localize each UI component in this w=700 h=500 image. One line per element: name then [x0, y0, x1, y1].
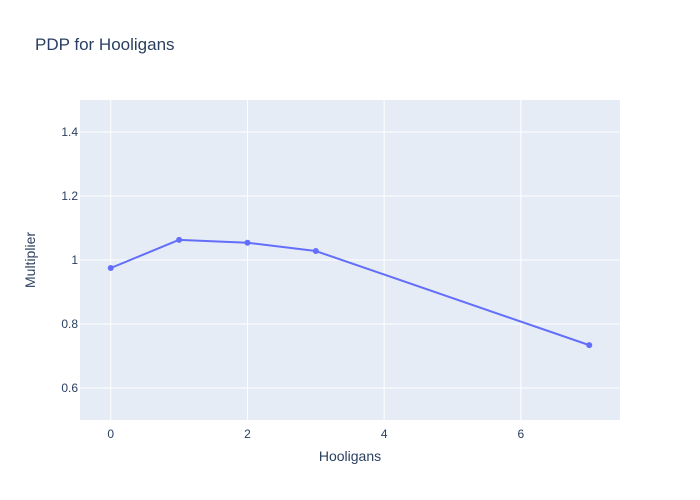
y-tick-label: 1.4: [61, 125, 78, 139]
y-tick-label: 1: [71, 253, 78, 267]
x-tick-label: 0: [107, 427, 114, 441]
x-tick-label: 6: [518, 427, 525, 441]
series-layer: [107, 236, 593, 349]
x-tick-label: 2: [244, 427, 251, 441]
data-point[interactable]: [176, 236, 183, 243]
y-tick-label: 0.6: [61, 381, 78, 395]
y-axis-title: Multiplier: [22, 232, 38, 288]
data-point[interactable]: [244, 239, 251, 246]
y-tick-label: 1.2: [61, 189, 78, 203]
x-tick-labels: 0 2 4 6: [107, 427, 524, 441]
data-point[interactable]: [586, 342, 593, 349]
y-tick-label: 0.8: [61, 317, 78, 331]
x-axis-title: Hooligans: [319, 448, 381, 464]
chart-title: PDP for Hooligans: [35, 35, 175, 54]
data-point[interactable]: [312, 248, 319, 255]
x-tick-label: 4: [381, 427, 388, 441]
y-tick-labels: 0.6 0.8 1 1.2 1.4: [61, 125, 78, 395]
data-point[interactable]: [107, 265, 114, 271]
